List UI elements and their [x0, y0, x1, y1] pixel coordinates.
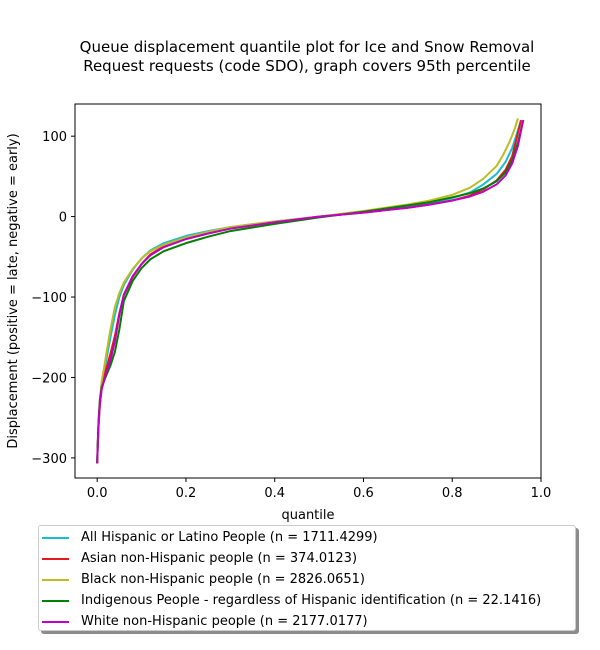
legend-label: Indigenous People - regardless of Hispan…: [81, 593, 542, 608]
x-axis: 0.0 0.2 0.4 0.6 0.8 1.0: [87, 478, 551, 501]
x-tick-label: 0.2: [176, 486, 197, 501]
series-line-1: [96, 119, 523, 464]
legend-swatch: [42, 537, 69, 539]
legend-swatch: [42, 600, 69, 602]
y-tick-label: 100: [42, 130, 67, 145]
series-line-2: [96, 118, 519, 464]
chart-title-line: Queue displacement quantile plot for Ice…: [80, 38, 535, 56]
x-tick-label: 0.8: [442, 486, 463, 501]
plot-series: [96, 118, 525, 464]
legend-item: Indigenous People - regardless of Hispan…: [39, 590, 575, 610]
y-tick-label: 0: [59, 211, 67, 226]
legend-item: Asian non-Hispanic people (n = 374.0123): [39, 548, 575, 568]
y-tick-label: −200: [31, 371, 67, 386]
y-tick-label: −100: [31, 291, 67, 306]
x-tick-label: 1.0: [531, 486, 552, 501]
legend-item: All Hispanic or Latino People (n = 1711.…: [39, 527, 575, 547]
y-axis: −300 −200 −100 0 100: [31, 130, 75, 467]
series-line-0: [96, 119, 522, 464]
x-axis-label: quantile: [281, 508, 334, 523]
legend-item: White non-Hispanic people (n = 2177.0177…: [39, 611, 575, 631]
y-axis-label: Displacement (positive = late, negative …: [6, 133, 21, 448]
x-tick-label: 0.6: [353, 486, 374, 501]
legend-label: Asian non-Hispanic people (n = 374.0123): [81, 551, 358, 566]
x-tick-label: 0.0: [87, 486, 108, 501]
chart-title: Queue displacement quantile plot for Ice…: [80, 38, 535, 75]
chart-title-line: Request requests (code SDO), graph cover…: [83, 57, 531, 75]
y-tick-label: −300: [31, 452, 67, 467]
legend-swatch: [42, 558, 69, 560]
legend-label: Black non-Hispanic people (n = 2826.0651…: [81, 572, 365, 587]
legend-label: All Hispanic or Latino People (n = 1711.…: [81, 530, 378, 545]
series-line-3: [96, 119, 525, 464]
legend-item: Black non-Hispanic people (n = 2826.0651…: [39, 569, 575, 589]
legend-swatch: [42, 579, 69, 581]
legend: All Hispanic or Latino People (n = 1711.…: [38, 525, 576, 631]
series-line-4: [96, 119, 525, 464]
legend-label: White non-Hispanic people (n = 2177.0177…: [81, 614, 368, 629]
legend-swatch: [42, 621, 69, 623]
plot-frame: [74, 103, 542, 479]
x-tick-label: 0.4: [264, 486, 285, 501]
